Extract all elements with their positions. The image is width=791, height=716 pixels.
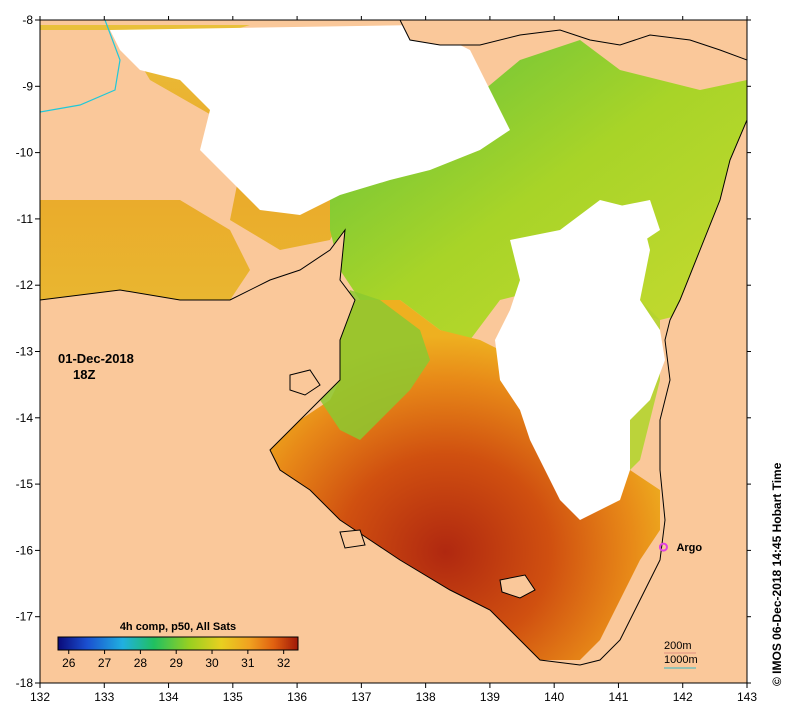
x-tick-label: 137 (351, 690, 371, 704)
land-island-south (339, 529, 366, 549)
colorbar-tick-label: 30 (205, 656, 219, 670)
x-tick-label: 142 (673, 690, 693, 704)
land-top-end (40, 119, 747, 683)
y-tick-label: -11 (17, 212, 34, 226)
x-tick-label: 140 (544, 690, 564, 704)
x-tick-label: 143 (737, 690, 757, 704)
x-tick-label: 139 (480, 690, 500, 704)
y-tick-label: -9 (22, 79, 33, 93)
colorbar-tick-label: 32 (277, 656, 291, 670)
colorbar-tick-label: 27 (98, 656, 112, 670)
y-tick-label: -10 (16, 146, 34, 160)
scale-1000m-label: 1000m (664, 654, 698, 666)
y-tick-label: -8 (22, 13, 33, 27)
colorbar-title: 4h comp, p50, All Sats (120, 621, 236, 633)
y-tick-label: -18 (16, 676, 34, 690)
colorbar-tick-label: 28 (134, 656, 148, 670)
credit-label: © IMOS 06-Dec-2018 14:45 Hobart Time (770, 462, 784, 686)
y-tick-label: -15 (16, 477, 34, 491)
colorbar-gradient (57, 636, 299, 651)
x-tick-label: 133 (94, 690, 114, 704)
x-tick-label: 141 (608, 690, 628, 704)
colorbar: 4h comp, p50, All Sats 26 27 28 29 30 31 32 (57, 621, 299, 670)
sea-gulf-west-band (320, 290, 430, 440)
land-mornington (499, 574, 536, 599)
y-tick-label: -14 (16, 411, 34, 425)
land-groote (289, 369, 321, 396)
cloud-north (110, 25, 510, 215)
cloud-small (600, 200, 660, 250)
colorbar-tick-label: 26 (62, 656, 76, 670)
cloud-east (495, 200, 665, 520)
colorbar-tick-label: 31 (241, 656, 255, 670)
y-tick-label: -17 (16, 610, 34, 624)
argo-label: Argo (676, 542, 702, 554)
map-plot-area: Argo 01-Dec-2018 18Z 200m 1000m 4h comp,… (40, 20, 747, 683)
y-axis: -8 -9 -10 -11 -12 -13 -14 -15 -16 -17 -18 (16, 13, 751, 690)
x-tick-label: 134 (159, 690, 179, 704)
scale-200m-label: 200m (664, 640, 692, 652)
time-label: 18Z (73, 367, 95, 382)
x-tick-label: 135 (223, 690, 243, 704)
river (40, 20, 121, 113)
y-tick-label: -13 (16, 345, 34, 359)
colorbar-tick-label: 29 (170, 656, 184, 670)
x-tick-label: 132 (30, 690, 50, 704)
y-tick-label: -12 (16, 278, 34, 292)
x-tick-label: 138 (416, 690, 436, 704)
argo-marker[interactable]: Argo (658, 542, 702, 554)
land-new-guinea (399, 20, 747, 61)
date-label: 01-Dec-2018 (58, 351, 134, 366)
colorbar-ticks: 26 27 28 29 30 31 32 (62, 650, 291, 670)
y-tick-label: -16 (16, 543, 34, 557)
x-tick-label: 136 (287, 690, 307, 704)
x-axis: 132 133 134 135 136 137 138 139 140 141 142 143 (30, 16, 757, 704)
sea-west (40, 25, 360, 300)
